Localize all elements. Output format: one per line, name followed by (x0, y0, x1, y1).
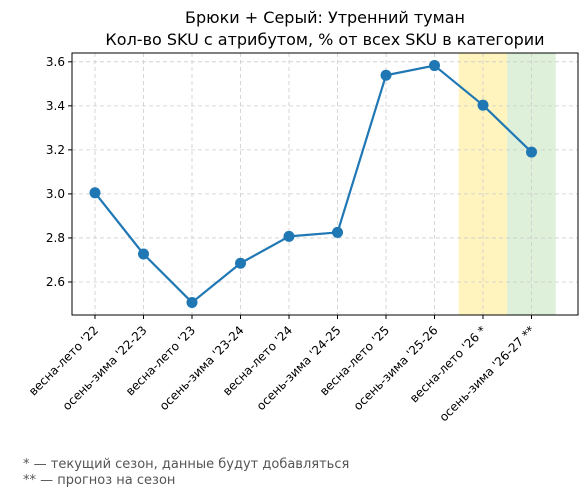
data-point-8 (477, 99, 489, 111)
data-point-9 (526, 146, 537, 158)
series-line-0 (94, 64, 533, 304)
y-tick-label-5: 3.6 (46, 55, 65, 69)
data-point-1 (138, 248, 149, 260)
y-tick-label-4: 3.4 (46, 99, 65, 113)
x-tick-label-1: осень-зима '22-23 (60, 323, 150, 413)
y-tick-label-1: 2.8 (46, 231, 65, 245)
y-tick-label-0: 2.6 (46, 275, 65, 289)
data-point-5 (332, 226, 343, 238)
chart-title: Брюки + Серый: Утренний туман (185, 8, 465, 27)
plot-frame (71, 52, 579, 316)
y-tick-label-2: 3.0 (46, 187, 65, 201)
x-tick-label-9: осень-зима '26-27 ** (437, 323, 538, 424)
data-point-2 (186, 296, 198, 308)
data-point-6 (380, 69, 392, 81)
data-point-3 (235, 257, 246, 269)
data-point-4 (283, 230, 295, 242)
chart-subtitle: Кол-во SKU с атрибутом, % от всех SKU в … (105, 30, 545, 49)
x-tick-label-7: осень-зима '25-26 (351, 323, 441, 413)
x-tick-label-5: осень-зима '24-25 (254, 323, 344, 413)
data-point-7 (429, 60, 440, 72)
season-highlight-9 (507, 53, 556, 315)
footnote-forecast: ** — прогноз на сезон (23, 473, 176, 488)
data-point-0 (89, 187, 101, 199)
x-tick-label-3: осень-зима '23-24 (157, 323, 247, 413)
y-tick-label-3: 3.2 (46, 143, 65, 157)
footnote-current-season: * — текущий сезон, данные будут добавлят… (23, 457, 350, 472)
